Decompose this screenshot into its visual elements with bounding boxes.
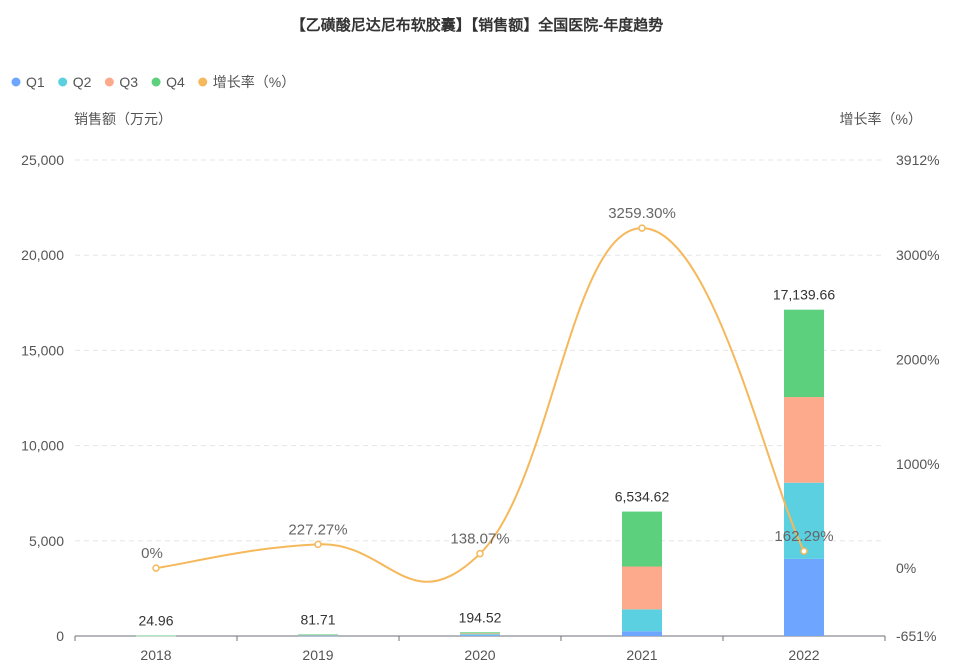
grid bbox=[75, 159, 885, 542]
x-tick-label-4: 2022 bbox=[788, 647, 819, 663]
x-tick-label-3: 2021 bbox=[626, 647, 657, 663]
bar-Q3-2020 bbox=[460, 633, 500, 635]
bar-total-label-3: 6,534.62 bbox=[615, 489, 670, 505]
bar-Q2-2019 bbox=[298, 635, 338, 636]
x-axis: 2018 2019 2020 2021 2022 bbox=[74, 635, 886, 663]
right-axis: -651% 0% 1000% 2000% 3000% 3912% bbox=[896, 152, 940, 644]
left-axis: 0 5,000 10,000 15,000 20,000 25,000 bbox=[21, 152, 64, 644]
x-tick-label-0: 2018 bbox=[140, 647, 171, 663]
right-tick-label-4: 3000% bbox=[896, 247, 940, 263]
growth-point-0 bbox=[152, 564, 160, 572]
legend-label-2: Q3 bbox=[119, 74, 138, 90]
left-tick-label-2: 10,000 bbox=[21, 438, 64, 454]
growth-point-1 bbox=[314, 540, 322, 549]
x-tick-label-1: 2019 bbox=[302, 647, 333, 663]
right-tick-label-2: 1000% bbox=[896, 456, 940, 472]
bar-Q3-2022 bbox=[784, 397, 824, 483]
growth-point-3 bbox=[638, 224, 646, 232]
bar-Q2-2020 bbox=[460, 634, 500, 636]
bar-Q3-2019 bbox=[298, 634, 338, 636]
growth-label-0: 0% bbox=[141, 545, 163, 562]
bar-total-label-4: 17,139.66 bbox=[773, 287, 835, 303]
legend: Q1 Q2 Q3 Q4 增长率（%） bbox=[11, 74, 295, 90]
growth-line: 0% 227.27% 138.07% 3259.30% 162.29% bbox=[141, 205, 834, 583]
left-tick-label-0: 0 bbox=[56, 628, 64, 644]
growth-point-4 bbox=[800, 547, 808, 555]
bar-Q1-2019 bbox=[298, 635, 338, 637]
bar-Q2-2021 bbox=[622, 609, 662, 632]
legend-marker-4 bbox=[198, 77, 208, 87]
bar-Q4-2019 bbox=[298, 634, 338, 636]
growth-label-1: 227.27% bbox=[288, 521, 347, 538]
bar-Q4-2018 bbox=[136, 635, 176, 637]
bar-Q1-2022 bbox=[784, 558, 824, 636]
growth-point-2 bbox=[476, 549, 484, 558]
bar-total-label-1: 81.71 bbox=[300, 611, 335, 627]
bars bbox=[136, 309, 824, 637]
bar-Q1-2020 bbox=[460, 635, 500, 636]
legend-label-3: Q4 bbox=[166, 74, 185, 90]
right-axis-label: 增长率（%） bbox=[840, 111, 922, 127]
right-tick-label-1: 0% bbox=[896, 560, 916, 576]
legend-marker-3 bbox=[151, 77, 161, 87]
legend-label-1: Q2 bbox=[73, 74, 92, 90]
bar-Q4-2022 bbox=[784, 309, 824, 398]
growth-label-3: 3259.30% bbox=[608, 205, 676, 222]
left-tick-label-4: 20,000 bbox=[21, 247, 64, 263]
bar-total-label-2: 194.52 bbox=[459, 609, 502, 625]
bar-Q1-2021 bbox=[622, 631, 662, 636]
x-tick-label-2: 2020 bbox=[464, 647, 495, 663]
right-tick-label-0: -651% bbox=[896, 628, 936, 644]
growth-label-4: 162.29% bbox=[774, 528, 833, 545]
left-tick-label-1: 5,000 bbox=[29, 533, 64, 549]
bar-Q3-2021 bbox=[622, 566, 662, 610]
legend-marker-2 bbox=[104, 77, 114, 87]
legend-label-0: Q1 bbox=[26, 74, 45, 90]
legend-label-4: 增长率（%） bbox=[213, 74, 295, 90]
left-tick-label-3: 15,000 bbox=[21, 342, 64, 358]
left-axis-label: 销售额（万元） bbox=[74, 111, 172, 127]
bar-total-label-0: 24.96 bbox=[138, 613, 173, 629]
growth-line-path bbox=[155, 227, 805, 583]
legend-marker-1 bbox=[58, 77, 68, 87]
bar-Q4-2020 bbox=[460, 632, 500, 634]
bar-Q4-2021 bbox=[622, 511, 662, 567]
left-tick-label-5: 25,000 bbox=[21, 152, 64, 168]
right-tick-label-5: 3912% bbox=[896, 152, 940, 168]
chart-title: 【乙磺酸尼达尼布软胶囊】【销售额】全国医院-年度趋势 bbox=[291, 16, 664, 34]
bar-total-labels: 24.96 81.71 194.52 6,534.62 17,139.66 bbox=[138, 287, 835, 629]
right-tick-label-3: 2000% bbox=[896, 351, 940, 367]
growth-label-2: 138.07% bbox=[450, 531, 509, 548]
legend-marker-0 bbox=[11, 77, 21, 87]
